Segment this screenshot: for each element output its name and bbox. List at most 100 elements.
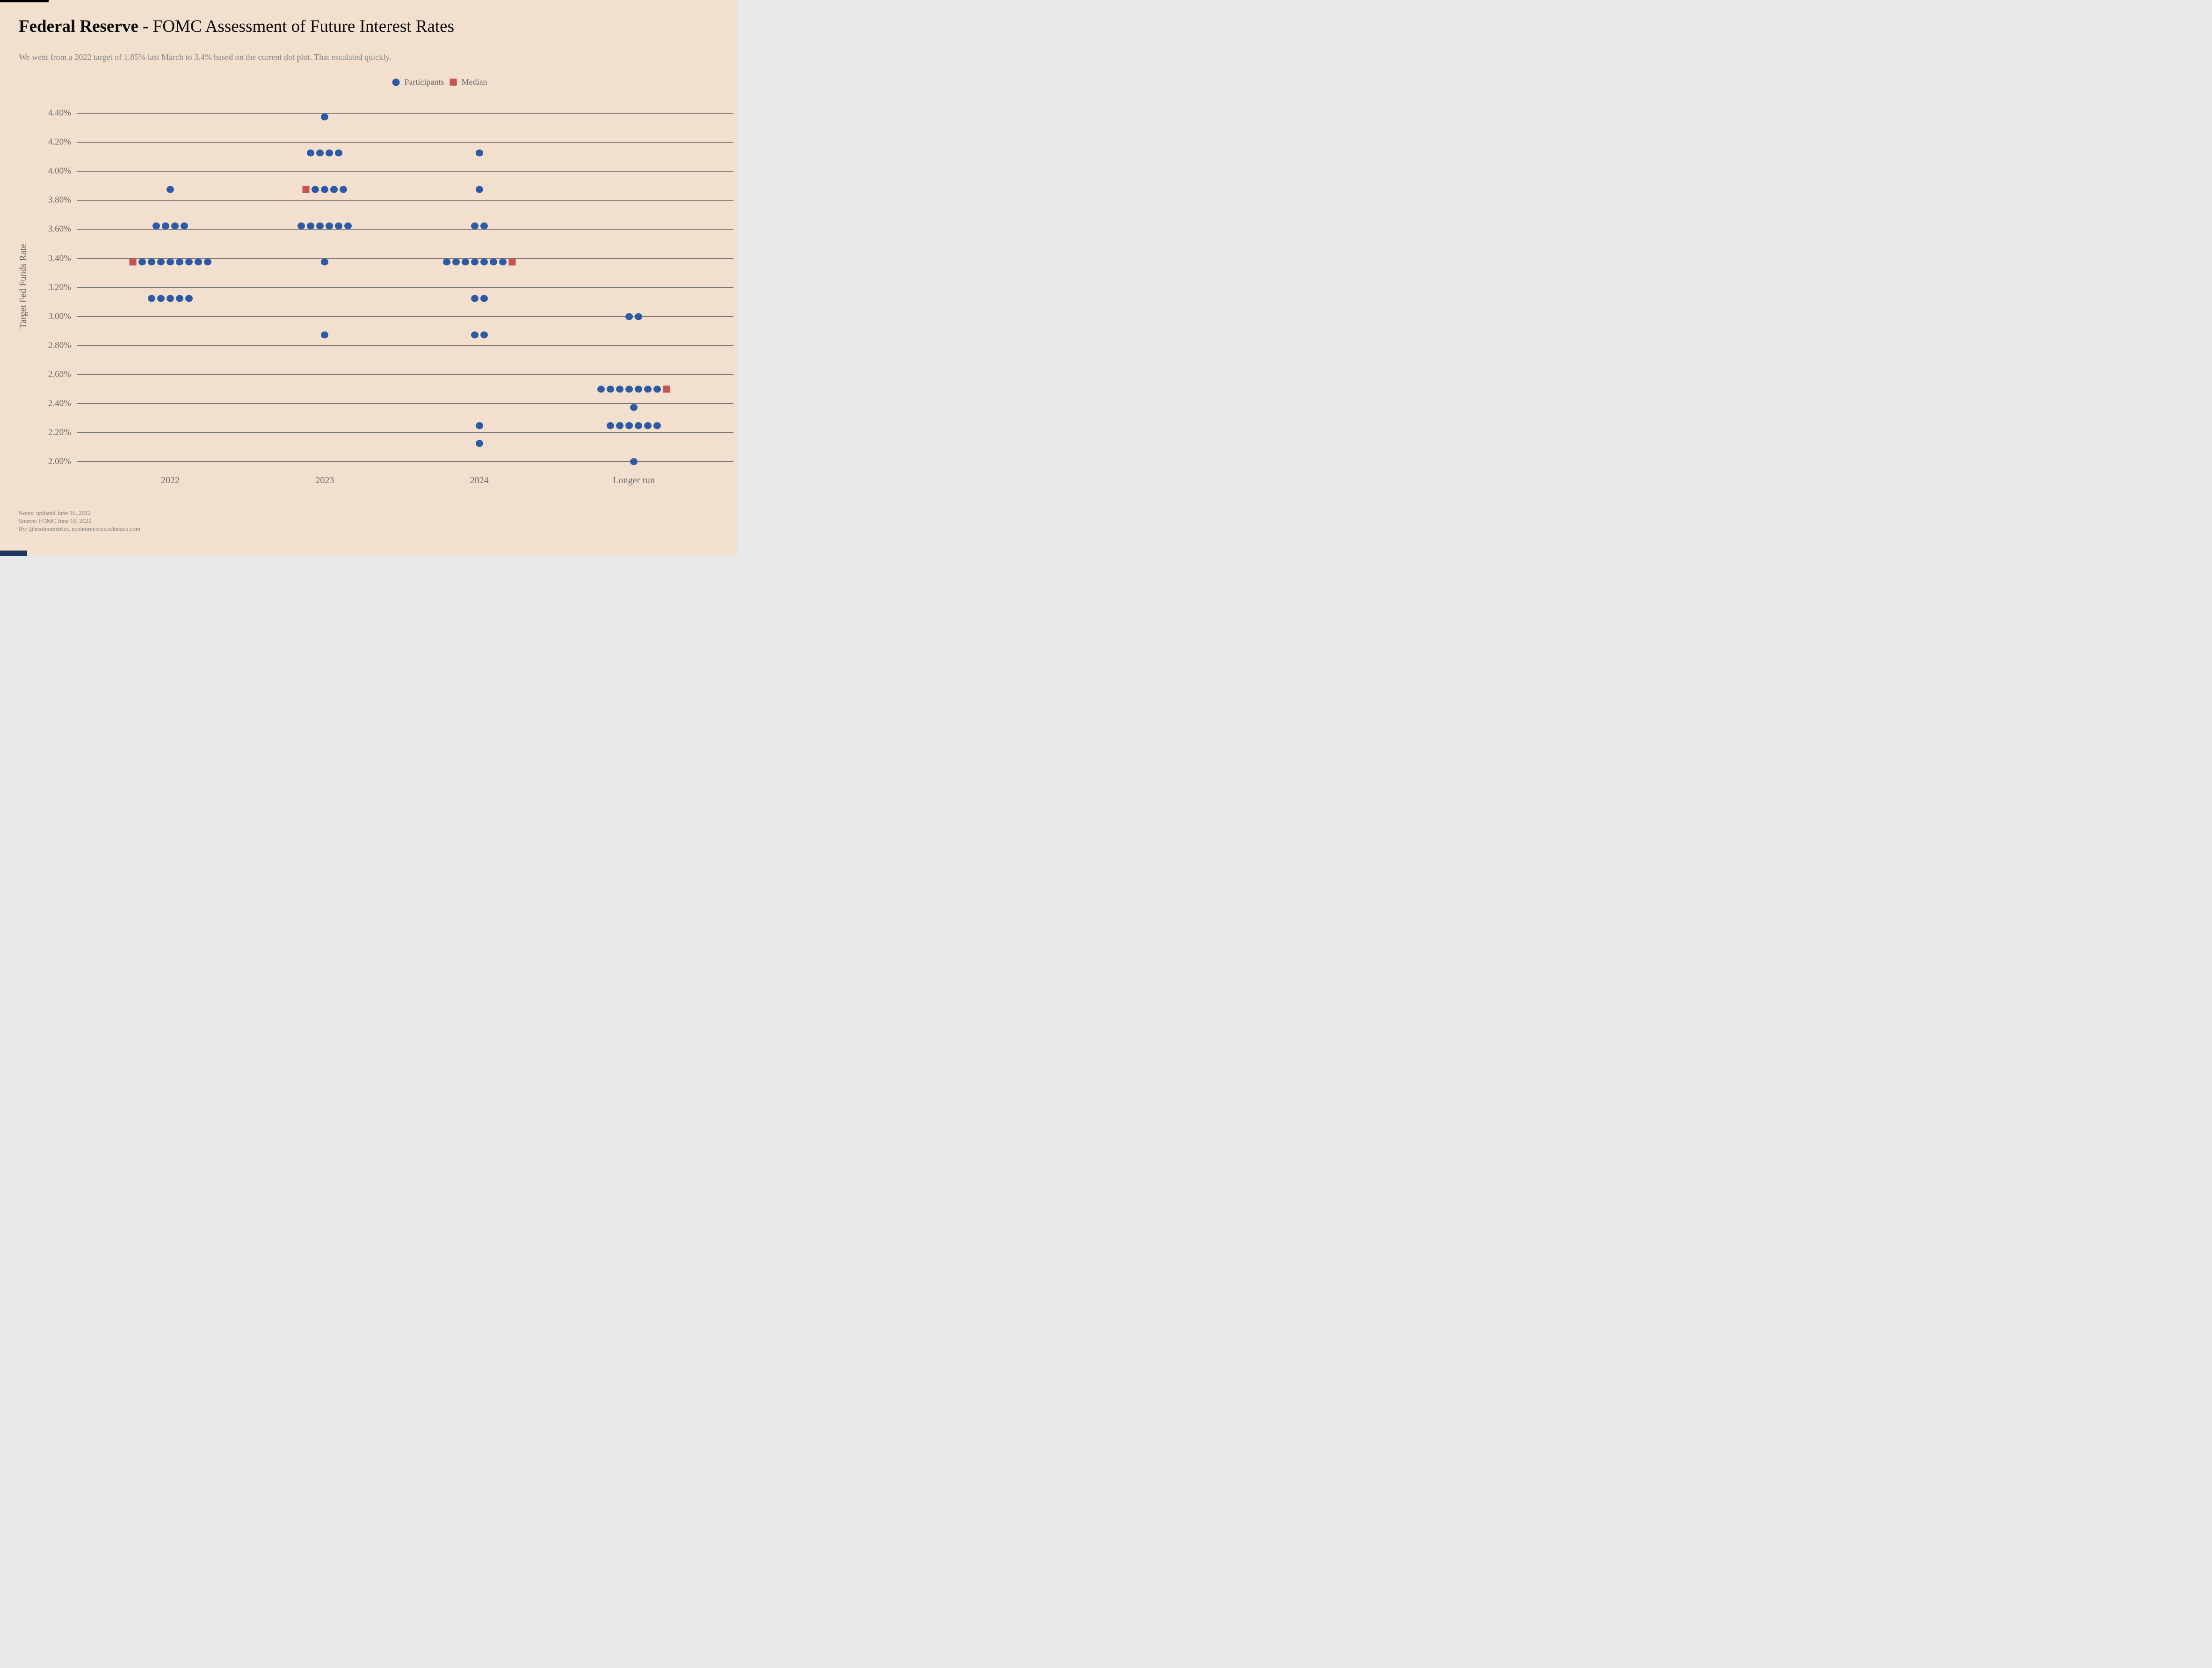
participant-dot <box>326 222 334 230</box>
participant-dot <box>148 295 155 302</box>
gridline <box>77 113 733 114</box>
participant-dot <box>157 295 165 302</box>
participant-dot <box>297 222 305 230</box>
participant-dot <box>312 186 319 193</box>
participant-dot <box>625 313 633 320</box>
x-tick-label: 2024 <box>470 475 489 486</box>
gridline <box>77 316 733 317</box>
participant-dot <box>326 149 334 157</box>
participant-dot <box>625 385 633 393</box>
participant-dot <box>321 258 329 266</box>
participant-dot <box>340 186 348 193</box>
gridline <box>77 461 733 463</box>
participant-dot <box>321 113 329 121</box>
gridline <box>77 171 733 172</box>
participant-dot <box>461 258 469 266</box>
median-marker <box>663 385 670 393</box>
participant-dot <box>316 222 324 230</box>
legend-item-participants[interactable]: Participants <box>392 77 444 87</box>
median-marker <box>129 258 137 266</box>
gridline <box>77 374 733 375</box>
note-updated: Notes: updated June 16, 2022 <box>19 509 91 516</box>
y-tick-label: 2.40% <box>48 399 71 408</box>
participant-dot <box>176 258 183 266</box>
bottom-left-mark <box>0 551 27 556</box>
y-tick-label: 3.40% <box>48 253 71 263</box>
participant-dot <box>307 222 315 230</box>
gridline <box>77 229 733 230</box>
participant-dot <box>597 385 605 393</box>
participant-dot <box>167 258 174 266</box>
participant-dot <box>316 149 324 157</box>
participant-dot <box>653 422 661 429</box>
participant-dot <box>335 222 343 230</box>
participant-dot <box>499 258 507 266</box>
y-tick-label: 3.80% <box>48 195 71 205</box>
median-square-icon <box>450 79 457 86</box>
participant-dot <box>634 385 642 393</box>
participant-dot <box>489 258 497 266</box>
participant-dot <box>616 385 624 393</box>
y-tick-label: 4.20% <box>48 137 71 147</box>
brand-name: Federal Reserve <box>19 16 138 36</box>
participant-dot <box>625 422 633 429</box>
participant-dot <box>307 149 315 157</box>
x-tick-label: 2022 <box>161 475 180 486</box>
footer-notes: Notes: updated June 16, 2022 Source: FOM… <box>19 509 140 533</box>
y-tick-label: 3.00% <box>48 311 71 321</box>
participant-dot <box>148 258 155 266</box>
chart-legend: Participants Median <box>392 77 487 87</box>
gridline <box>77 432 733 434</box>
participant-dot <box>475 149 483 157</box>
legend-item-median[interactable]: Median <box>450 77 487 87</box>
participant-dot <box>634 313 642 320</box>
median-marker <box>302 186 310 193</box>
y-tick-label: 2.00% <box>48 457 71 467</box>
participant-dot <box>321 186 329 193</box>
participant-dot <box>185 258 193 266</box>
participant-dot <box>480 222 488 230</box>
y-tick-label: 3.60% <box>48 224 71 234</box>
gridline <box>77 200 733 201</box>
participant-dot <box>167 295 174 302</box>
median-marker <box>508 258 516 266</box>
participant-dot <box>630 404 638 411</box>
participant-dot <box>606 385 614 393</box>
gridline <box>77 287 733 288</box>
participant-dot <box>171 222 179 230</box>
y-tick-label: 2.60% <box>48 369 71 379</box>
top-left-mark <box>0 0 49 2</box>
participant-dot <box>452 258 460 266</box>
gridline <box>77 258 733 259</box>
participant-dot <box>475 440 483 447</box>
legend-median-label: Median <box>461 77 487 87</box>
participant-dot <box>181 222 188 230</box>
note-source: Source: FOMC June 16, 2022 <box>19 517 92 524</box>
participant-dot <box>471 258 479 266</box>
participant-dot <box>606 422 614 429</box>
note-author: By: @ecoinometrics, ecoinometrics.substa… <box>19 525 140 532</box>
participant-dot <box>138 258 146 266</box>
y-tick-label: 4.40% <box>48 108 71 118</box>
participant-dot <box>475 186 483 193</box>
page-title-rest: - FOMC Assessment of Future Interest Rat… <box>138 16 454 36</box>
gridline <box>77 403 733 404</box>
gridline <box>77 142 733 143</box>
participant-dot <box>471 222 479 230</box>
participant-dot <box>162 222 169 230</box>
legend-participants-label: Participants <box>404 77 444 87</box>
y-tick-label: 2.80% <box>48 340 71 350</box>
participant-dot <box>471 295 479 302</box>
dot-plot-area: 4.40% 4.20% 4.00% 3.80% 3.60% 3.40% 3.20% 3.00%… <box>0 0 737 556</box>
participant-dot <box>653 385 661 393</box>
participant-dot <box>442 258 450 266</box>
participant-dot <box>335 149 343 157</box>
participant-dot <box>195 258 202 266</box>
participant-dot-icon <box>392 78 400 86</box>
subtitle: We went from a 2022 target of 1.85% last… <box>19 52 392 62</box>
participant-dot <box>480 331 488 338</box>
participant-dot <box>475 422 483 429</box>
y-tick-label: 3.20% <box>48 282 71 292</box>
participant-dot <box>344 222 352 230</box>
participant-dot <box>480 295 488 302</box>
